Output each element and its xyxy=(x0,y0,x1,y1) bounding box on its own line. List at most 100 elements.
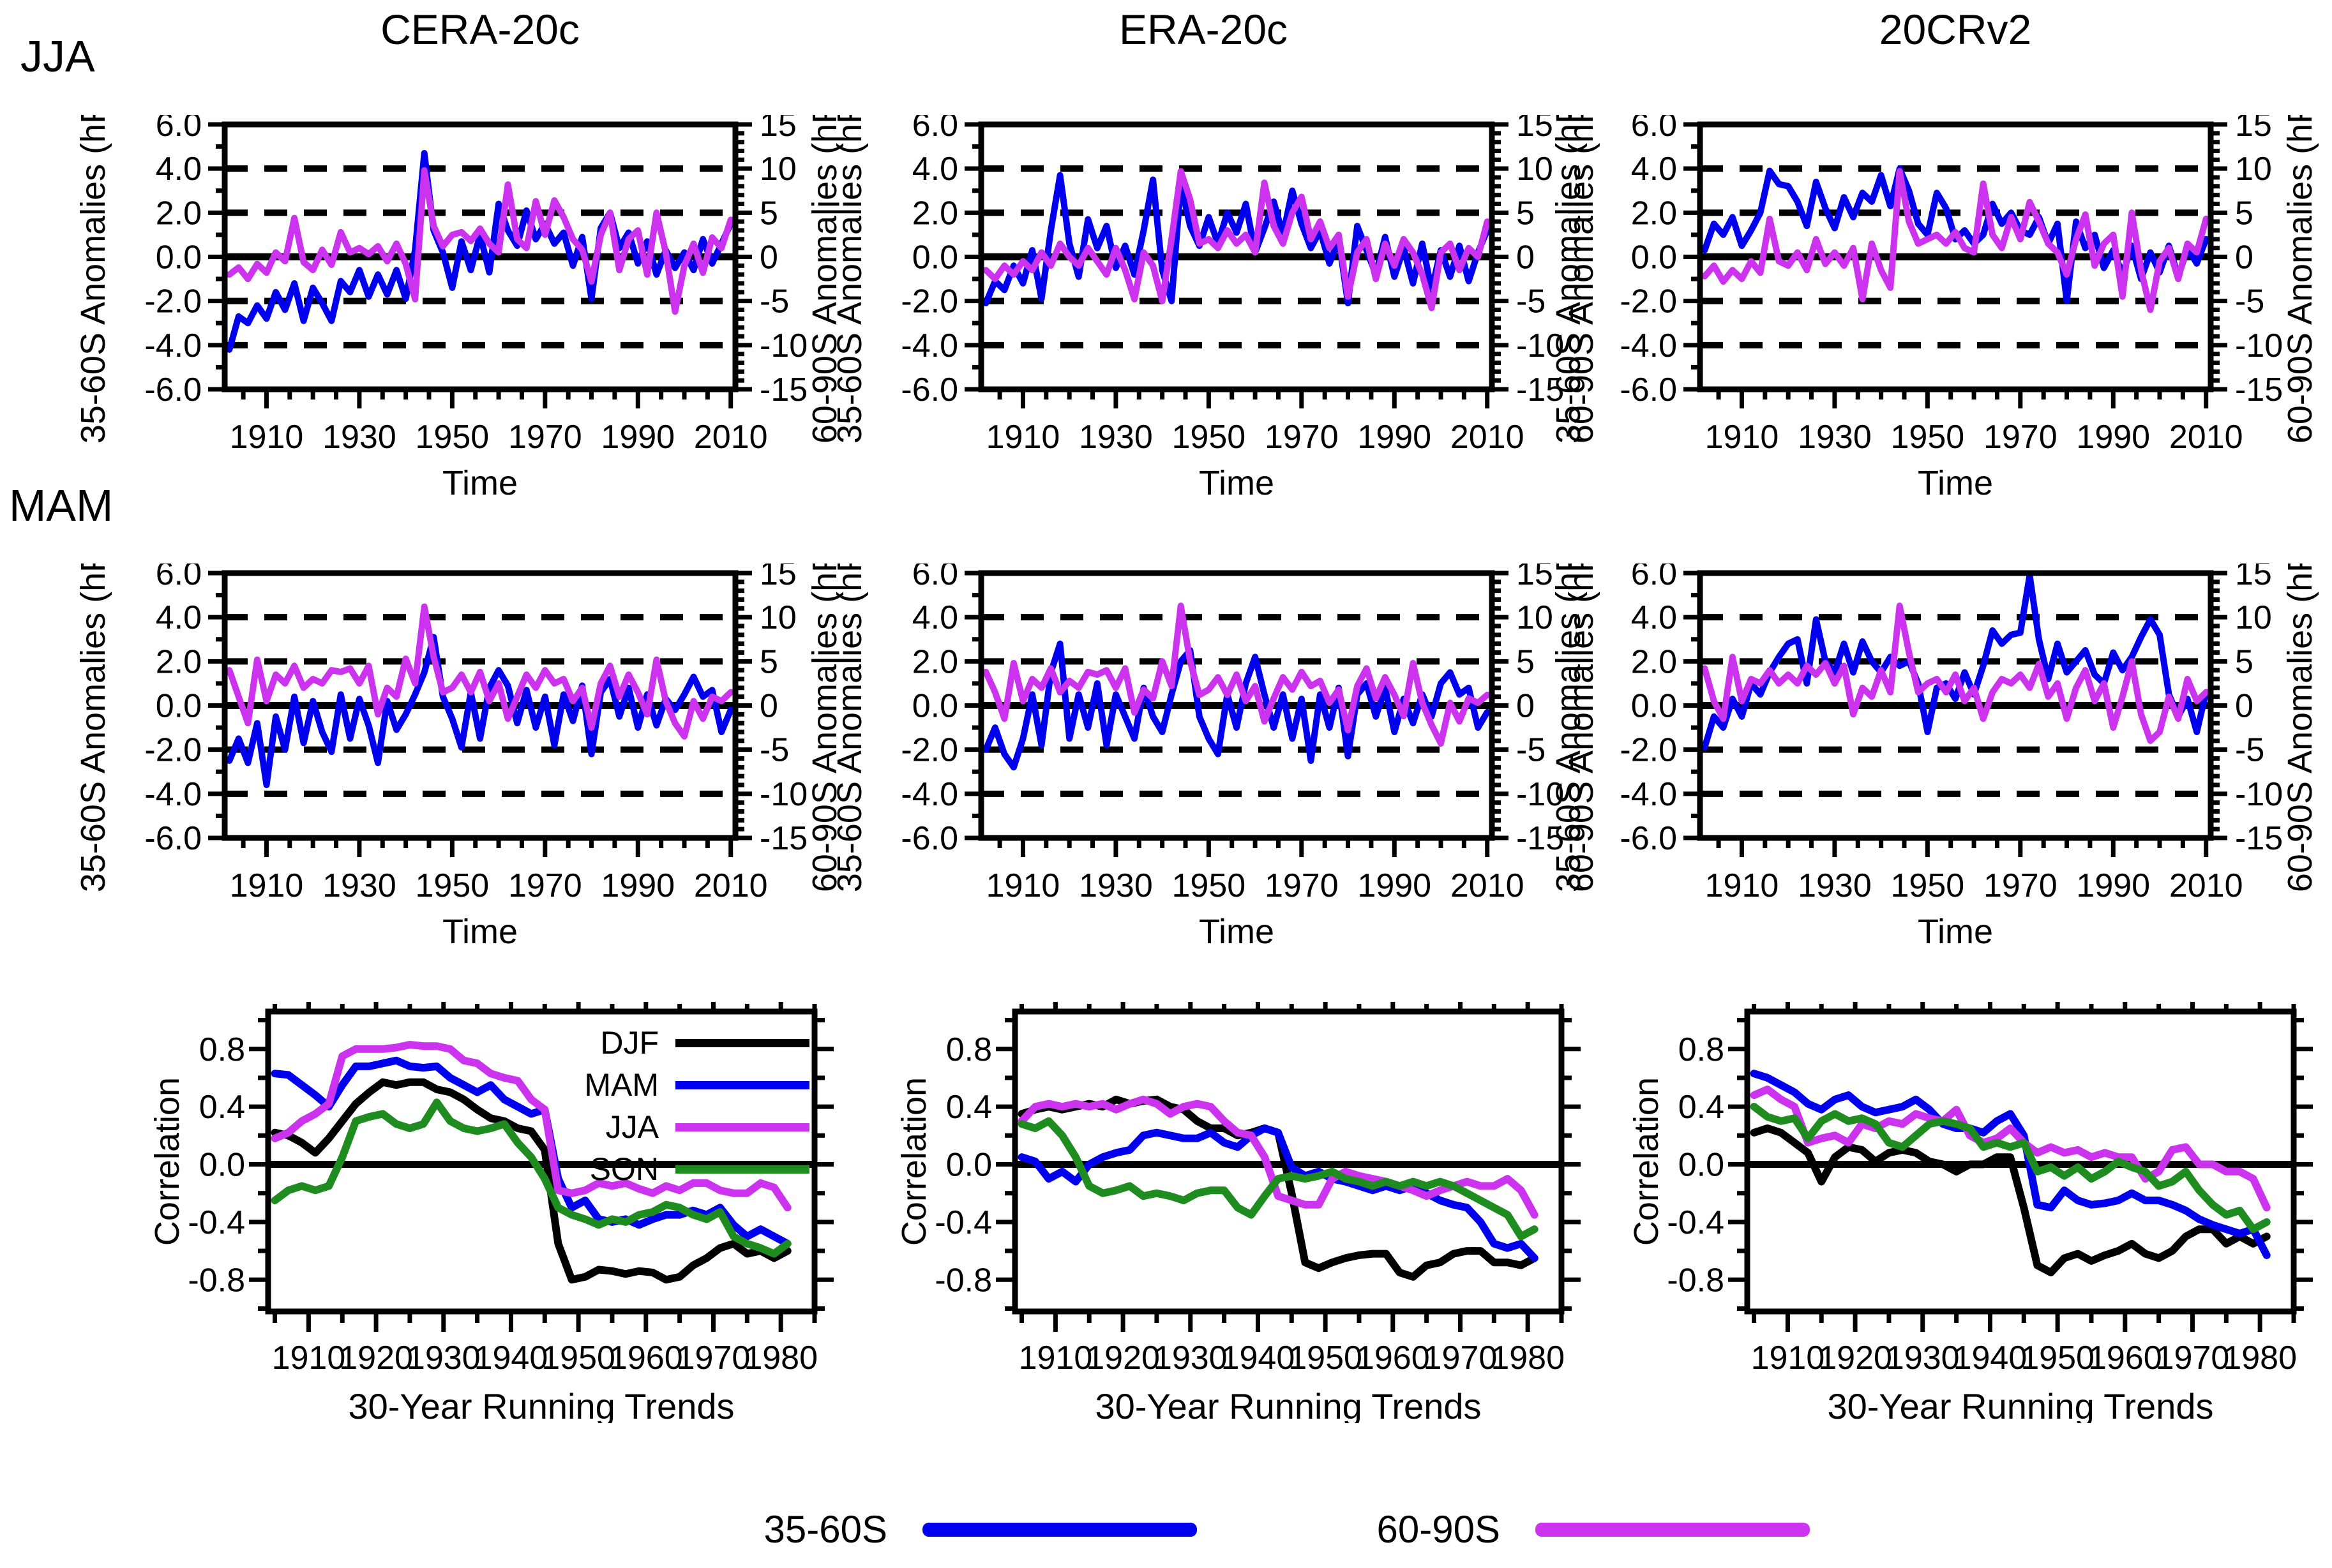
svg-text:4.0: 4.0 xyxy=(912,599,958,636)
svg-text:1910: 1910 xyxy=(1751,1340,1825,1377)
svg-text:-0.4: -0.4 xyxy=(935,1204,992,1241)
svg-text:0.4: 0.4 xyxy=(199,1089,245,1126)
svg-text:-15: -15 xyxy=(760,820,808,857)
svg-text:5: 5 xyxy=(1516,195,1535,232)
svg-text:2.0: 2.0 xyxy=(1631,195,1677,232)
svg-text:1970: 1970 xyxy=(1265,419,1339,456)
svg-text:-10: -10 xyxy=(1516,776,1564,813)
svg-text:2.0: 2.0 xyxy=(912,195,958,232)
svg-text:2010: 2010 xyxy=(2169,419,2243,456)
svg-text:Time: Time xyxy=(1199,464,1274,498)
svg-text:1980: 1980 xyxy=(1491,1340,1565,1377)
svg-text:Correlation: Correlation xyxy=(148,1077,186,1246)
svg-text:6.0: 6.0 xyxy=(156,564,202,592)
svg-text:-5: -5 xyxy=(760,732,789,769)
svg-text:1970: 1970 xyxy=(1424,1340,1498,1377)
svg-text:10: 10 xyxy=(760,599,797,636)
svg-text:35-60S Anomalies (hPa): 35-60S Anomalies (hPa) xyxy=(1549,564,1588,892)
svg-text:1980: 1980 xyxy=(2223,1340,2297,1377)
svg-text:35-60S Anomalies (hPa): 35-60S Anomalies (hPa) xyxy=(74,564,112,892)
svg-text:5: 5 xyxy=(1516,643,1535,680)
svg-text:2010: 2010 xyxy=(1450,867,1524,904)
svg-text:-6.0: -6.0 xyxy=(901,820,958,857)
svg-text:0.0: 0.0 xyxy=(1678,1147,1724,1184)
svg-text:0.8: 0.8 xyxy=(199,1031,245,1068)
bottom-legend-label-60-90s: 60-90S xyxy=(1376,1508,1500,1551)
svg-text:1930: 1930 xyxy=(1079,419,1153,456)
svg-text:-6.0: -6.0 xyxy=(144,371,202,408)
legend-item-djf: DJF xyxy=(550,1024,809,1061)
svg-text:-15: -15 xyxy=(2235,820,2283,857)
svg-text:0: 0 xyxy=(1516,688,1535,725)
svg-text:-2.0: -2.0 xyxy=(1620,283,1677,320)
svg-text:4.0: 4.0 xyxy=(912,151,958,188)
svg-text:1940: 1940 xyxy=(474,1340,548,1377)
svg-text:1930: 1930 xyxy=(322,867,396,904)
svg-text:1930: 1930 xyxy=(1886,1340,1960,1377)
svg-text:-4.0: -4.0 xyxy=(144,776,202,813)
svg-text:-6.0: -6.0 xyxy=(144,820,202,857)
svg-text:1970: 1970 xyxy=(1983,867,2057,904)
svg-text:-2.0: -2.0 xyxy=(901,283,958,320)
svg-text:-0.8: -0.8 xyxy=(935,1262,992,1299)
svg-text:1910: 1910 xyxy=(272,1340,346,1377)
chart-panel-20crv2-mam: -6.0 -4.0 -2.0 0.0 2.0 4.0 6.0 -15 -10 -5 0 5 10 15 19… xyxy=(1549,564,2319,946)
legend-label-son: SON xyxy=(589,1151,659,1187)
svg-text:Time: Time xyxy=(442,913,518,946)
svg-text:6.0: 6.0 xyxy=(912,564,958,592)
svg-text:6.0: 6.0 xyxy=(1631,115,1677,144)
svg-text:1930: 1930 xyxy=(1798,867,1872,904)
svg-text:1990: 1990 xyxy=(1357,867,1431,904)
svg-text:6.0: 6.0 xyxy=(156,115,202,144)
chart-panel-cera20c-jja: -6.0 -4.0 -2.0 0.0 2.0 4.0 6.0 -15 -10 -5 0 5 10 15 19… xyxy=(74,115,844,498)
svg-text:5: 5 xyxy=(2235,643,2253,680)
svg-text:-15: -15 xyxy=(1516,820,1564,857)
svg-text:-10: -10 xyxy=(2235,776,2283,813)
svg-text:-2.0: -2.0 xyxy=(901,732,958,769)
svg-text:15: 15 xyxy=(2235,564,2272,592)
svg-text:-2.0: -2.0 xyxy=(1620,732,1677,769)
svg-text:1950: 1950 xyxy=(1288,1340,1362,1377)
legend-label-djf: DJF xyxy=(600,1025,659,1061)
svg-text:35-60S Anomalies (hPa): 35-60S Anomalies (hPa) xyxy=(1549,115,1588,444)
bottom-legend-label-35-60s: 35-60S xyxy=(764,1508,887,1551)
svg-text:1920: 1920 xyxy=(1818,1340,1892,1377)
svg-text:0.4: 0.4 xyxy=(1678,1089,1724,1126)
svg-text:1920: 1920 xyxy=(1086,1340,1160,1377)
svg-text:-4.0: -4.0 xyxy=(901,776,958,813)
legend-item-son: SON xyxy=(550,1151,809,1188)
bottom-legend-item-35-60s: 35-60S xyxy=(753,1507,1197,1551)
chart-panel-cera20c-mam: -6.0 -4.0 -2.0 0.0 2.0 4.0 6.0 -15 -10 -5 0 5 10 15 19… xyxy=(74,564,844,946)
svg-text:-5: -5 xyxy=(2235,732,2264,769)
chart-panel-era20c-correlation: -0.8 -0.4 0.0 0.4 0.8 19101920193019401950196… xyxy=(895,1002,1581,1423)
svg-text:2010: 2010 xyxy=(1450,419,1524,456)
svg-text:1910: 1910 xyxy=(986,419,1060,456)
column-header-20crv2: 20CRv2 xyxy=(1879,6,2032,53)
svg-text:-5: -5 xyxy=(1516,732,1546,769)
svg-text:-5: -5 xyxy=(1516,283,1546,320)
svg-text:10: 10 xyxy=(2235,151,2272,188)
svg-text:5: 5 xyxy=(760,195,778,232)
svg-text:5: 5 xyxy=(760,643,778,680)
svg-text:15: 15 xyxy=(760,564,797,592)
svg-text:5: 5 xyxy=(2235,195,2253,232)
svg-text:1930: 1930 xyxy=(1079,867,1153,904)
svg-text:60-90S Anomalies (hPa): 60-90S Anomalies (hPa) xyxy=(806,115,844,444)
svg-text:0: 0 xyxy=(760,239,778,276)
svg-text:1990: 1990 xyxy=(2076,867,2150,904)
svg-text:2010: 2010 xyxy=(694,867,768,904)
svg-text:35-60S Anomalies (hPa): 35-60S Anomalies (hPa) xyxy=(74,115,112,444)
svg-text:-5: -5 xyxy=(760,283,789,320)
chart-panel-cera20c-correlation: -0.8 -0.4 0.0 0.4 0.8 19101920193019401950196… xyxy=(148,1002,834,1423)
35-60s-line-swatch xyxy=(922,1522,1197,1537)
svg-text:Correlation: Correlation xyxy=(895,1077,933,1246)
row-label-mam: MAM xyxy=(9,481,114,530)
svg-text:1970: 1970 xyxy=(1983,419,2057,456)
svg-text:2.0: 2.0 xyxy=(156,643,202,680)
svg-text:-0.4: -0.4 xyxy=(188,1204,245,1241)
svg-text:0.0: 0.0 xyxy=(912,688,958,725)
svg-text:-2.0: -2.0 xyxy=(144,283,202,320)
svg-text:1980: 1980 xyxy=(744,1340,818,1377)
svg-text:30-Year Running Trends: 30-Year Running Trends xyxy=(1095,1386,1481,1423)
chart-panel-era20c-jja: -6.0 -4.0 -2.0 0.0 2.0 4.0 6.0 -15 -10 -5 0 5 10 15 19… xyxy=(831,115,1600,498)
